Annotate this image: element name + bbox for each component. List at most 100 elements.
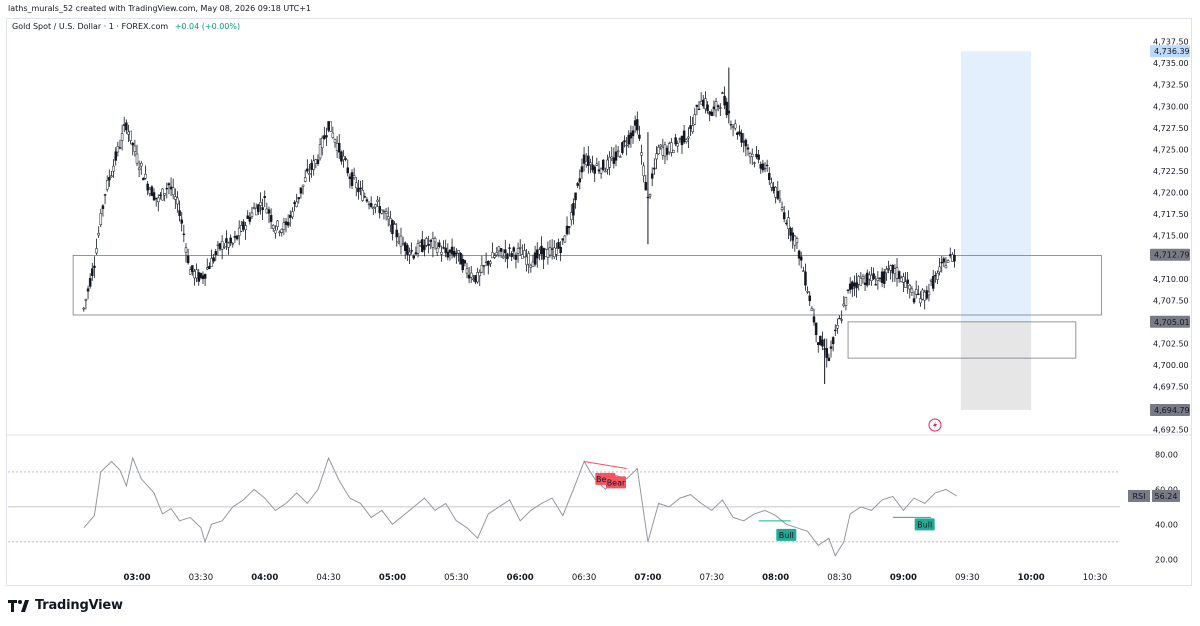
zone-lower-rectangle[interactable] — [847, 321, 1077, 359]
candle-body — [461, 258, 464, 271]
candle-body — [593, 166, 596, 174]
time-tick-label: 04:00 — [251, 573, 278, 583]
candle-body — [819, 335, 822, 346]
candle-body — [889, 265, 892, 271]
candle-body — [704, 98, 707, 110]
candle-body — [295, 201, 298, 207]
candle-body — [455, 252, 458, 255]
candle-body — [159, 194, 162, 197]
candle-body — [412, 255, 416, 259]
candle-body — [814, 322, 818, 336]
long-target-zone[interactable] — [960, 51, 1032, 322]
candle-body — [452, 250, 456, 257]
candle-body — [197, 272, 200, 282]
candle-body — [650, 173, 654, 179]
price-label-target — [1150, 45, 1190, 58]
candle-body — [953, 255, 956, 262]
candle-body — [572, 203, 575, 216]
candle-body — [378, 205, 381, 214]
candle-body — [527, 253, 530, 265]
candle-body — [816, 342, 820, 345]
candle-body — [601, 159, 605, 170]
candle-body — [768, 173, 771, 181]
candle-body — [597, 169, 601, 172]
candle-body — [386, 216, 390, 220]
candle-body — [244, 225, 247, 231]
candle-body — [806, 291, 809, 293]
chart-frame — [6, 18, 1192, 586]
candle-body — [787, 217, 790, 230]
candle-body — [516, 248, 520, 254]
candle-body — [161, 188, 164, 201]
rsi-divergence-bear — [583, 460, 627, 469]
candle-body — [667, 143, 671, 153]
candle-body — [689, 125, 692, 130]
candle-body — [878, 277, 882, 279]
candle-body — [544, 249, 547, 257]
rsi-value-text: 56.24 — [1155, 492, 1178, 501]
candle-body — [442, 247, 445, 249]
candle-body — [729, 124, 733, 126]
candle-body — [693, 114, 697, 125]
candle-body — [885, 268, 888, 274]
candle-body — [469, 272, 473, 278]
candle-body — [318, 144, 322, 159]
candle-body — [482, 265, 486, 267]
candle-body — [821, 339, 824, 347]
candle-body — [917, 293, 920, 296]
candle-body — [642, 165, 645, 177]
candle-body — [721, 92, 724, 94]
tradingview-logo-icon — [8, 599, 30, 613]
symbol-legend[interactable]: Gold Spot / U.S. Dollar · 1 · FOREX.com … — [12, 22, 240, 31]
brand[interactable]: TradingView — [8, 598, 123, 613]
candle-body — [782, 212, 786, 220]
candle-body — [263, 196, 266, 198]
candle-body — [357, 187, 360, 193]
candle-body — [610, 156, 613, 159]
candle-body — [763, 167, 767, 170]
candle-body — [214, 251, 218, 255]
candle-body — [804, 271, 807, 286]
candle-body — [225, 238, 228, 243]
candle-body — [472, 278, 475, 280]
candle-body — [925, 290, 929, 299]
candle-body — [399, 235, 403, 247]
candle-body — [908, 284, 912, 290]
zone-upper-rectangle[interactable] — [72, 255, 1102, 316]
candle-body — [951, 254, 954, 262]
candle-body — [306, 168, 309, 172]
candle-body — [561, 238, 565, 241]
candle-body — [421, 239, 424, 253]
rsi-value-label — [1152, 489, 1180, 502]
candle-body — [433, 238, 437, 243]
candle-body — [770, 182, 773, 188]
price-tick-label: 4,715.00 — [1153, 232, 1189, 241]
candle-body — [599, 168, 603, 174]
candle-body — [789, 227, 792, 236]
rsi-signal-text-bull: Bull — [917, 520, 932, 529]
candle-body — [582, 154, 586, 164]
candle-body — [252, 207, 256, 209]
candle-body — [840, 319, 843, 321]
candle-body — [408, 251, 411, 255]
candle-body — [584, 161, 588, 166]
candle-body — [612, 157, 616, 164]
candle-body — [802, 270, 805, 272]
price-tick-label: 4,722.50 — [1153, 167, 1189, 176]
candle-body — [827, 357, 831, 361]
candle-body — [785, 222, 788, 225]
price-label-stop — [1150, 403, 1190, 416]
long-stop-zone[interactable] — [960, 321, 1032, 410]
candle-body — [931, 276, 935, 289]
candle-body — [538, 249, 541, 255]
candle-body — [257, 204, 260, 213]
candle-body — [274, 230, 277, 234]
candle-body — [489, 261, 492, 264]
candle-body — [731, 126, 735, 128]
candle-body — [157, 197, 160, 203]
candle-body — [291, 211, 294, 218]
candle-body — [459, 253, 462, 265]
candle-body — [753, 162, 756, 164]
candle-body — [427, 243, 430, 246]
